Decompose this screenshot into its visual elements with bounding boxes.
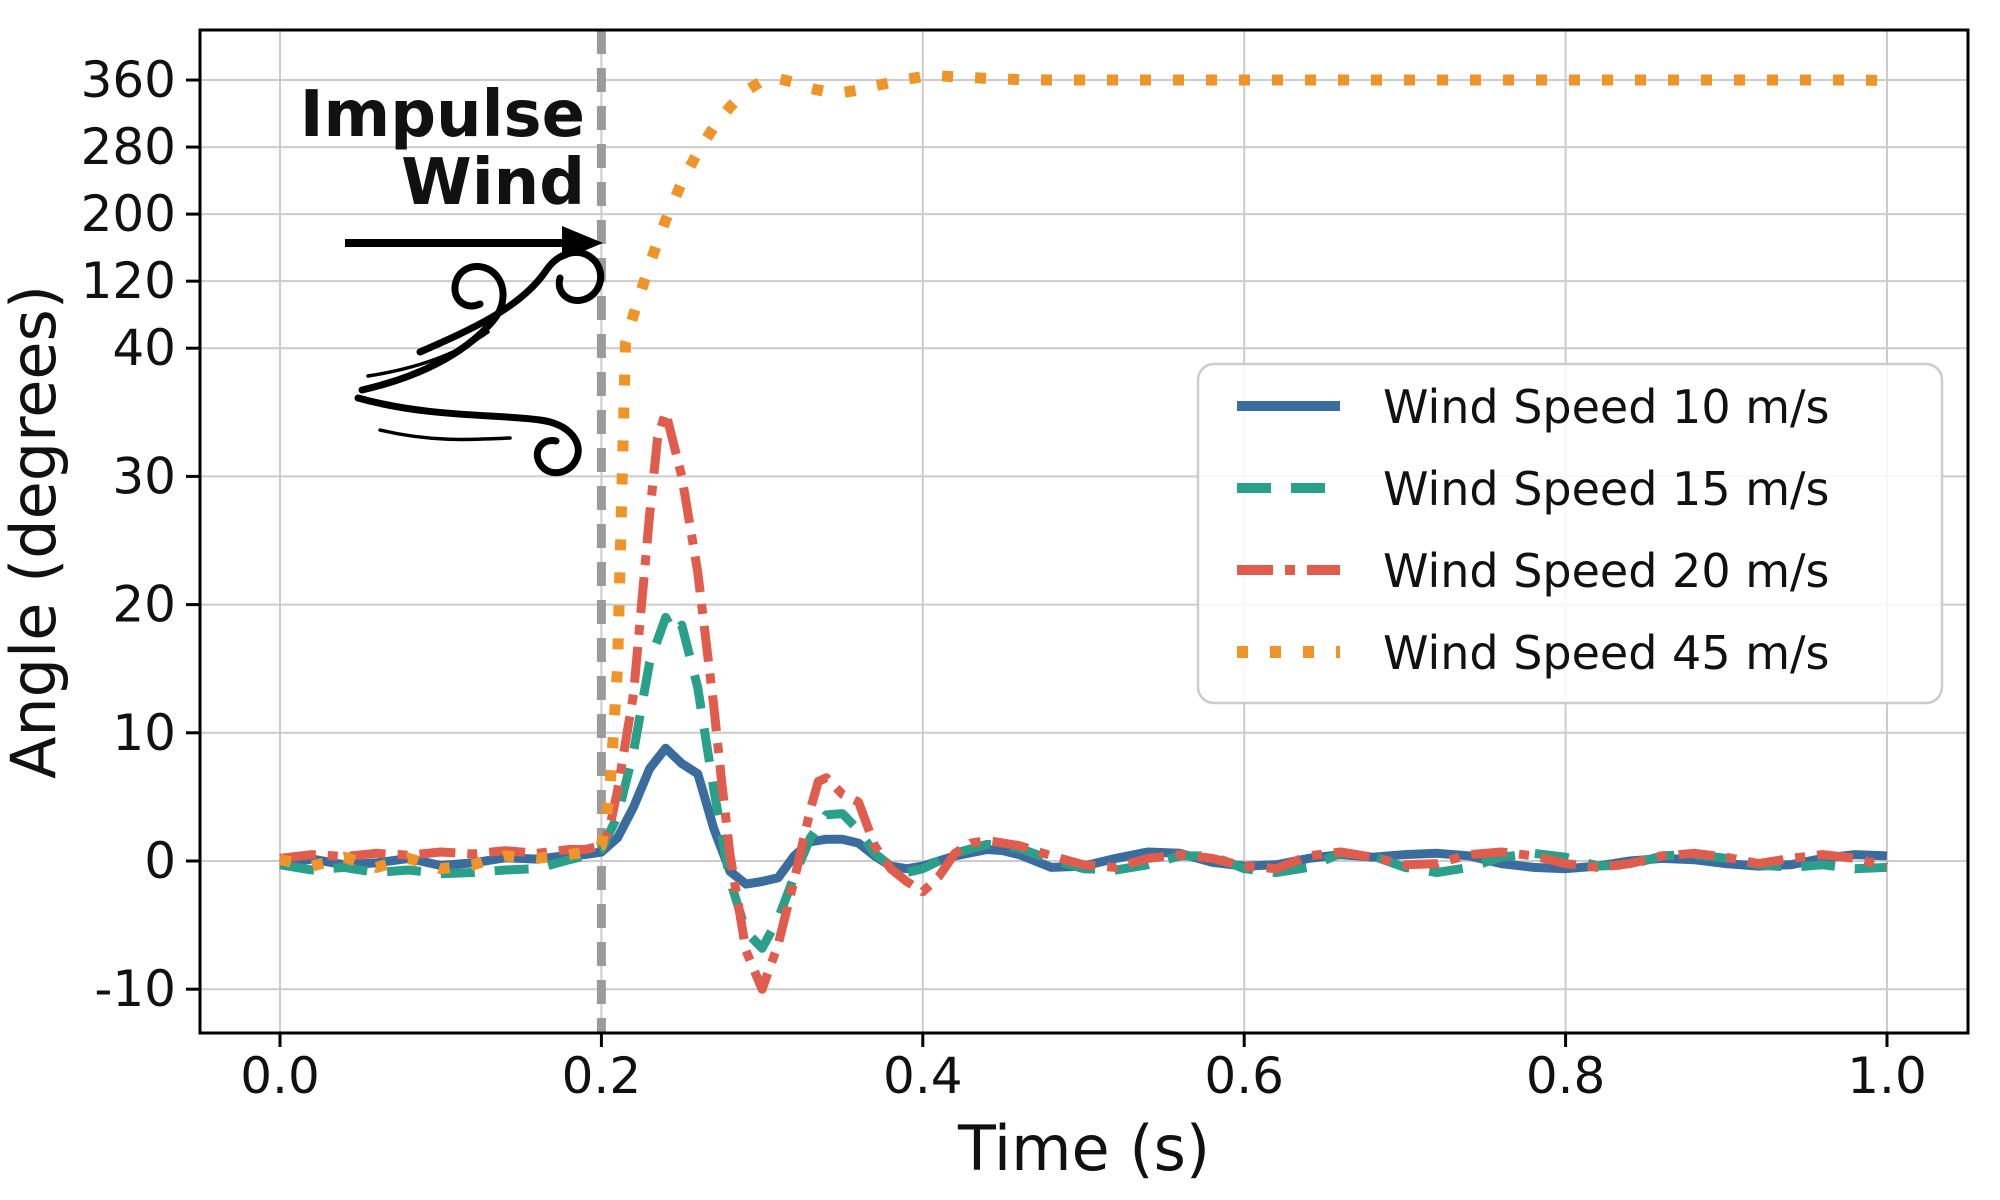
legend: Wind Speed 10 m/s Wind Speed 15 m/s Wind S… <box>1196 362 1944 705</box>
y-axis-ticks: -10 0 10 20 30 40 120 200 280 360 <box>81 51 200 1018</box>
impulse-annotation: Impulse Wind <box>300 78 605 477</box>
x-tick-label: 0.2 <box>562 1047 642 1105</box>
x-tick-label: 0.0 <box>240 1047 320 1105</box>
legend-label: Wind Speed 45 m/s <box>1383 626 1829 680</box>
x-tick-label: 1.0 <box>1847 1047 1927 1105</box>
x-tick-label: 0.6 <box>1204 1047 1284 1105</box>
y-tick-label: 280 <box>81 118 176 176</box>
y-tick-label: 30 <box>112 447 176 505</box>
series-line-wind-speed-45-m-s <box>278 70 1888 875</box>
y-tick-label: 0 <box>144 832 176 890</box>
y-tick-label: 10 <box>112 704 176 762</box>
x-axis-ticks: 0.0 0.2 0.4 0.6 0.8 1.0 <box>240 1033 1927 1105</box>
y-axis-label: Angle (degrees) <box>0 285 70 779</box>
x-axis-label: Time (s) <box>957 1112 1210 1185</box>
y-tick-label: 40 <box>112 319 176 377</box>
wind-swirl-icon <box>354 248 605 477</box>
impulse-label-line1: Impulse <box>300 78 585 152</box>
y-tick-label: 360 <box>81 51 176 109</box>
series-line-wind-speed-15-m-s <box>279 612 1888 953</box>
x-tick-label: 0.4 <box>883 1047 963 1105</box>
plot-border <box>198 28 1970 1035</box>
impulse-label-line2: Wind <box>401 146 585 220</box>
legend-label: Wind Speed 15 m/s <box>1383 462 1829 516</box>
x-tick-label: 0.8 <box>1526 1047 1606 1105</box>
y-tick-label: 20 <box>112 576 176 634</box>
legend-label: Wind Speed 20 m/s <box>1383 544 1829 598</box>
legend-label: Wind Speed 10 m/s <box>1383 380 1829 434</box>
legend-box <box>1196 362 1944 705</box>
y-tick-label: 200 <box>81 185 176 243</box>
y-tick-label: 120 <box>81 252 176 310</box>
series-lines <box>278 70 1889 994</box>
legend-items: Wind Speed 10 m/s Wind Speed 15 m/s Wind S… <box>1237 380 1829 680</box>
y-tick-label: -10 <box>94 960 176 1018</box>
